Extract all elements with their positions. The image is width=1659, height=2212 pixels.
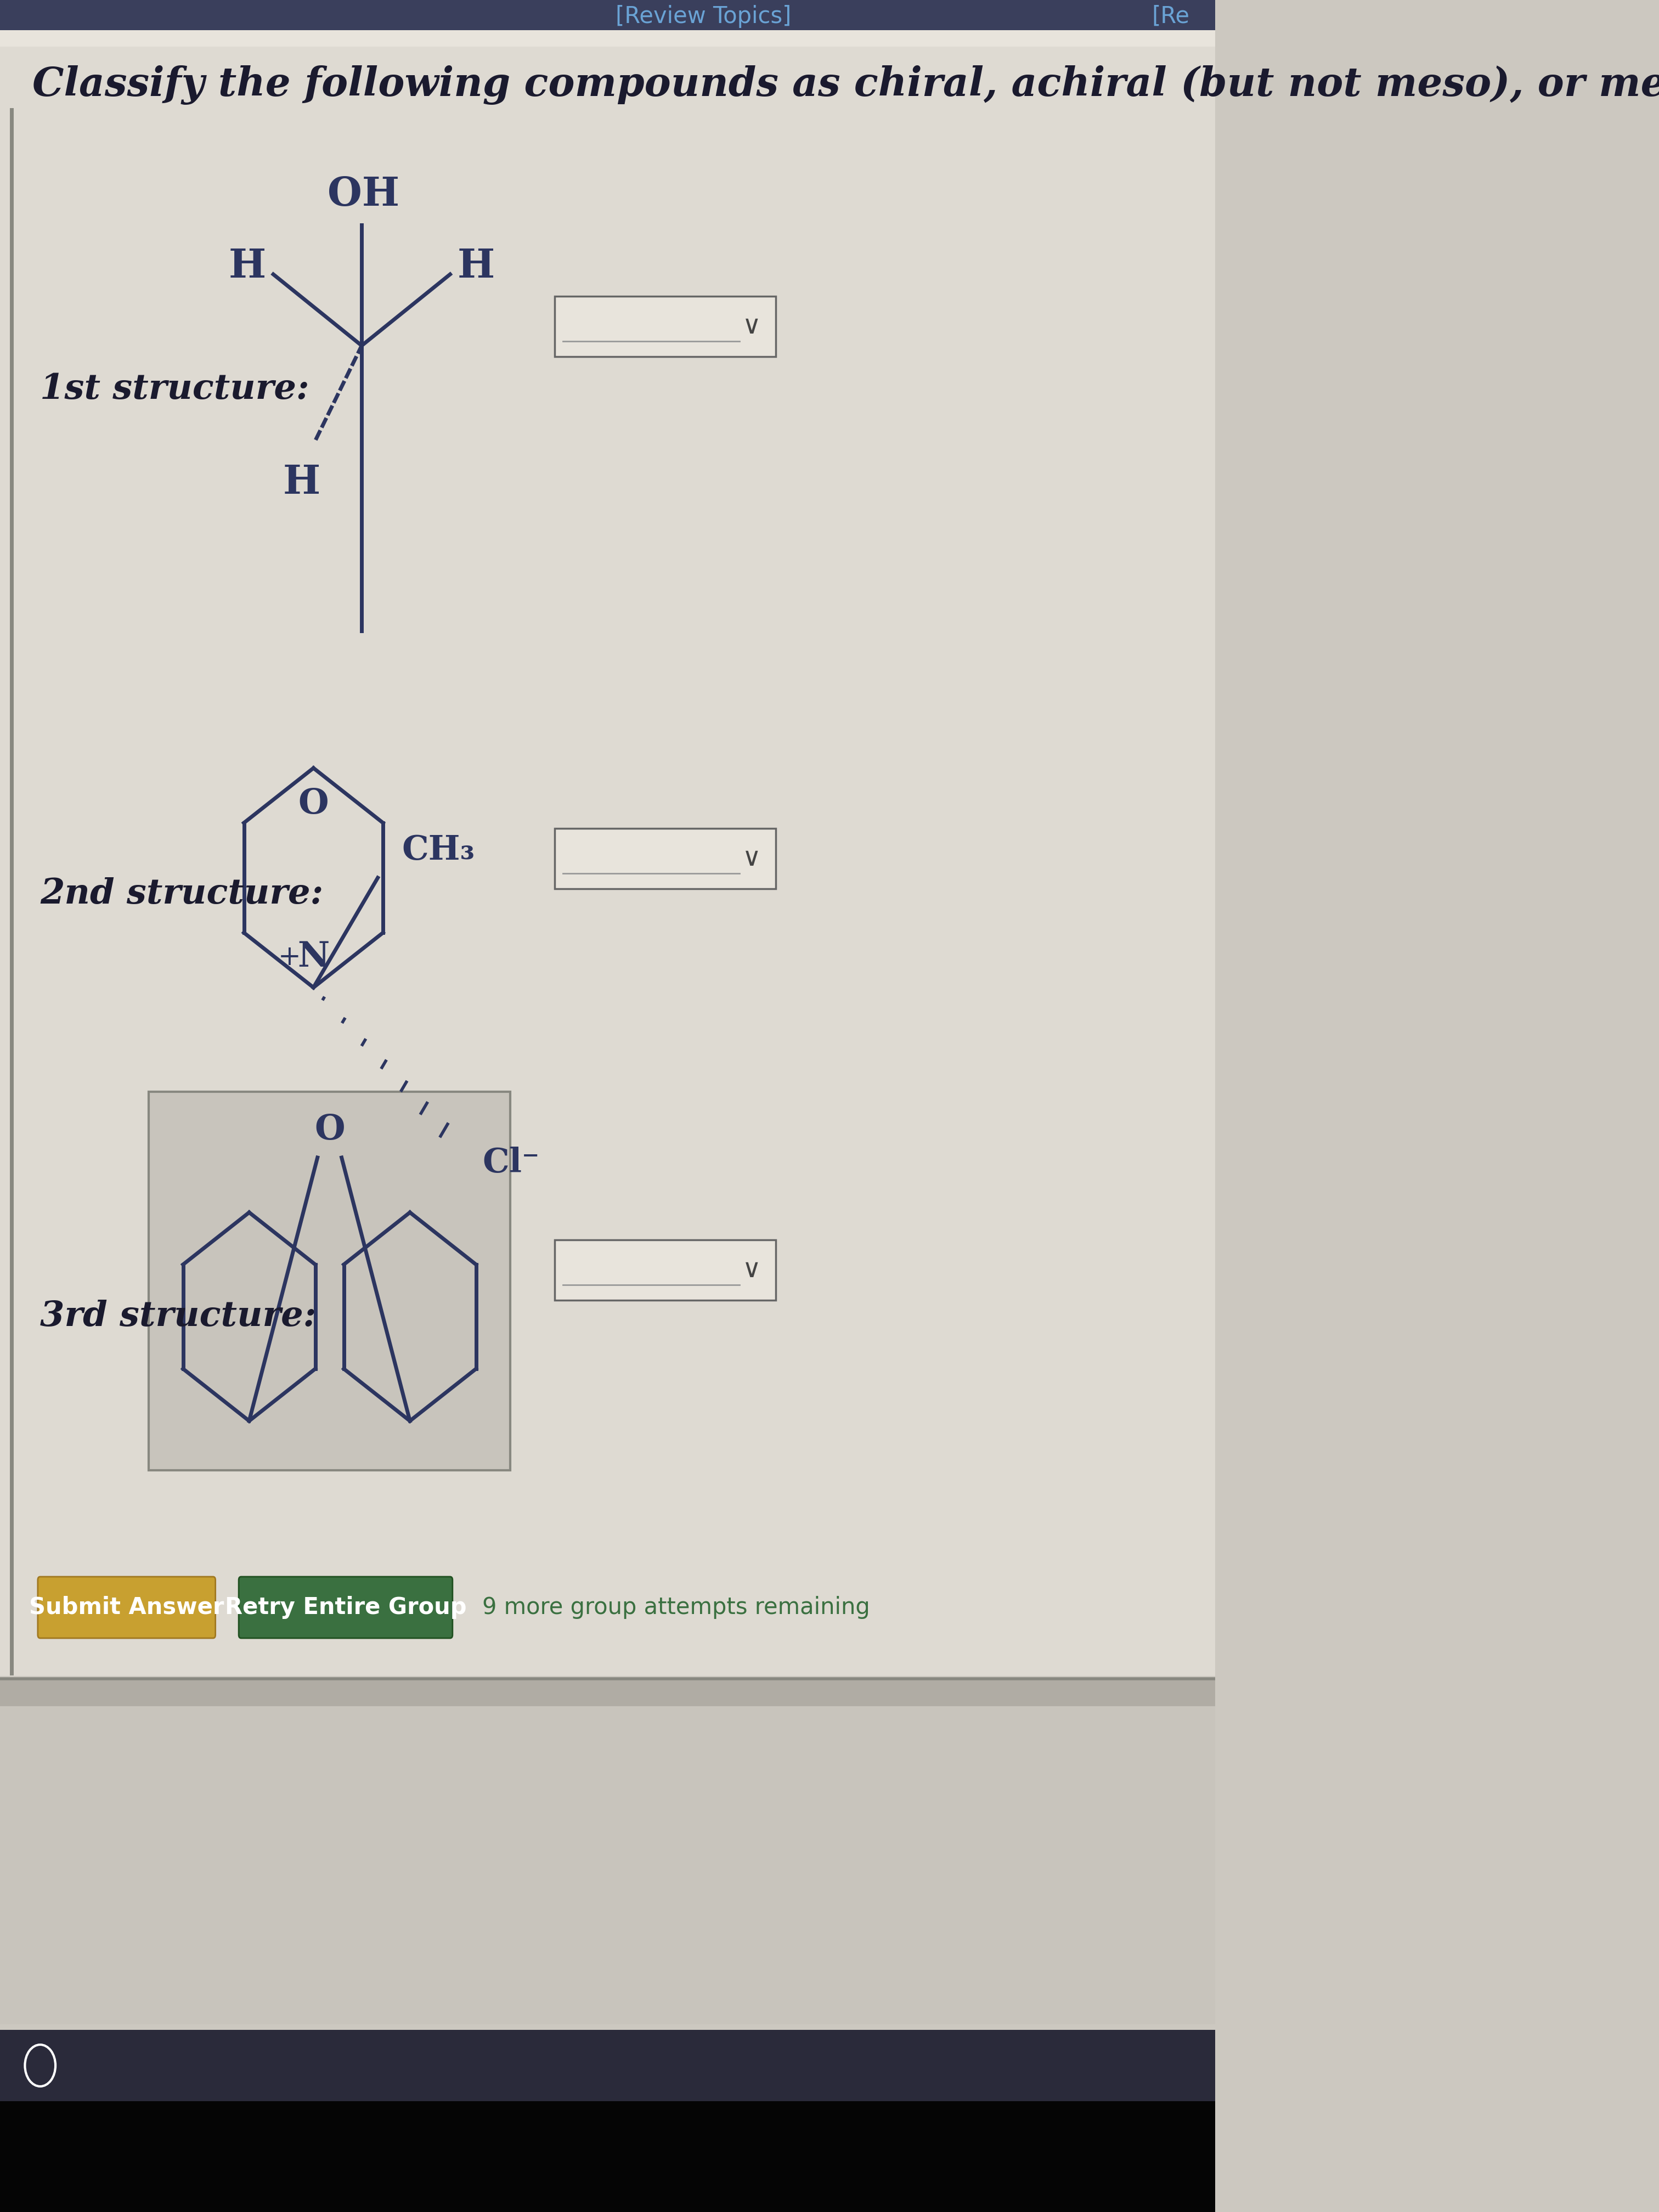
Bar [0, 2031, 1216, 2101]
Text: H: H [282, 462, 320, 502]
Text: Classify the following compounds as chiral, achiral (but not meso), or meso.: Classify the following compounds as chir… [32, 66, 1659, 104]
Text: Retry Entire Group: Retry Entire Group [224, 1595, 466, 1619]
Text: Submit Answer: Submit Answer [30, 1595, 224, 1619]
Text: ∨: ∨ [742, 314, 761, 338]
Text: H: H [458, 246, 494, 285]
Text: 1st structure:: 1st structure: [40, 372, 309, 407]
Bar [554, 830, 776, 889]
Bar [0, 31, 1216, 1677]
Text: O: O [314, 1113, 345, 1146]
Bar [149, 1093, 511, 1471]
Text: Cl⁻: Cl⁻ [483, 1146, 539, 1179]
Text: CH₃: CH₃ [401, 834, 474, 867]
FancyBboxPatch shape [38, 1577, 216, 1639]
Text: 2nd structure:: 2nd structure: [40, 878, 324, 911]
Text: [Re: [Re [1151, 4, 1190, 29]
Text: OH: OH [328, 175, 400, 215]
Text: ∨: ∨ [742, 1259, 761, 1283]
Text: N: N [297, 940, 330, 973]
Bar [0, 0, 1216, 31]
Text: [Review Topics]: [Review Topics] [615, 4, 791, 29]
Text: H: H [229, 246, 265, 285]
Bar [0, 31, 1216, 46]
Text: O: O [299, 787, 328, 821]
Text: 9 more group attempts remaining: 9 more group attempts remaining [483, 1595, 869, 1619]
Text: ∨: ∨ [742, 847, 761, 872]
Bar [0, 1679, 1216, 1705]
Text: 3rd structure:: 3rd structure: [40, 1301, 317, 1334]
Bar [554, 296, 776, 356]
FancyBboxPatch shape [239, 1577, 453, 1639]
Text: +: + [279, 945, 300, 971]
Bar [554, 1241, 776, 1301]
Bar [0, 1705, 1216, 2024]
Bar [0, 2101, 1216, 2212]
